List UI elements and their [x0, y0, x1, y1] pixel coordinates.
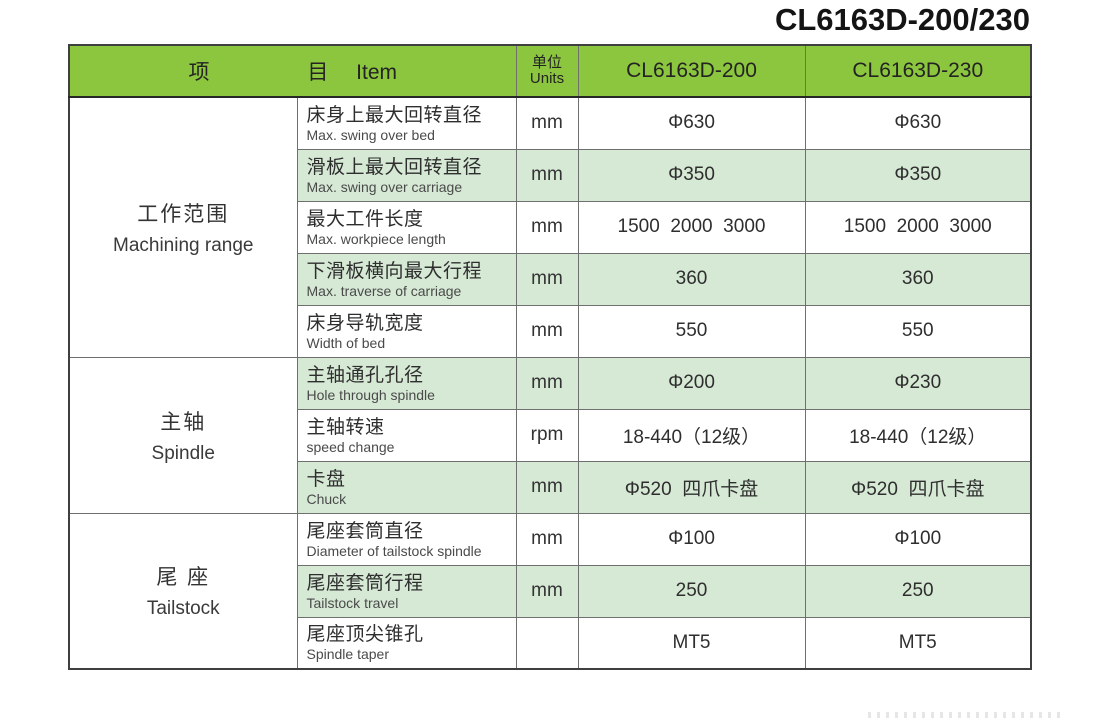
item-cell: 尾座套筒直径 Diameter of tailstock spindle — [296, 512, 517, 566]
header-item: 项 目 Item — [68, 44, 517, 98]
table-row: 滑板上最大回转直径 Max. swing over carriage mm Φ350 Φ… — [69, 148, 1032, 202]
spec-table: 项 目 Item 单位 Units CL6163D-200 CL6163D-23… — [68, 44, 1032, 670]
header-item-en: Item — [356, 61, 398, 84]
value-cell-200: 1500 2000 3000 — [577, 200, 806, 254]
value-cell-230: 18-440（12级） — [804, 408, 1032, 462]
item-cell: 最大工件长度 Max. workpiece length — [296, 200, 517, 254]
unit-cell — [515, 616, 579, 670]
table-body: 工作范围 Machining range 床身上最大回转直径 Max. swing o… — [68, 96, 1032, 670]
value-cell-200: 550 — [577, 304, 806, 358]
cut-off-text-fragment — [868, 712, 1064, 718]
group-label-cn: 工作范围 — [137, 202, 230, 226]
unit-cell: mm — [515, 96, 579, 150]
value-cell-200: 360 — [577, 252, 806, 306]
item-label-cn: 床身上最大回转直径 — [306, 104, 483, 126]
item-label-en: Width of bed — [306, 334, 386, 351]
item-cell: 尾座顶尖锥孔 Spindle taper — [296, 616, 517, 670]
value-cell-230: 550 — [804, 304, 1032, 358]
item-label-cn: 床身导轨宽度 — [306, 312, 424, 334]
item-label-cn: 卡盘 — [306, 468, 346, 490]
value-cell-230: Φ100 — [804, 512, 1032, 566]
value-cell-200: 250 — [577, 564, 806, 618]
value-cell-230: Φ630 — [804, 96, 1032, 150]
item-label-en: Hole through spindle — [306, 386, 435, 403]
group-cell: 工作范围 Machining range — [68, 96, 298, 358]
value-cell-200: Φ520 四爪卡盘 — [577, 460, 806, 514]
header-units-cn: 单位 — [531, 54, 562, 71]
value-cell-230: Φ350 — [804, 148, 1032, 202]
item-label-cn: 主轴通孔孔径 — [306, 364, 424, 386]
item-label-en: Max. swing over bed — [306, 126, 435, 143]
item-label-en: Diameter of tailstock spindle — [306, 542, 482, 559]
header-model-230: CL6163D-230 — [804, 44, 1032, 98]
unit-cell: mm — [515, 512, 579, 566]
group-label-en: Tailstock — [146, 598, 220, 620]
value-cell-200: MT5 — [577, 616, 806, 670]
item-label-en: speed change — [306, 438, 395, 455]
value-cell-230: Φ230 — [804, 356, 1032, 410]
group-cell: 尾 座 Tailstock — [68, 512, 298, 670]
unit-cell: mm — [515, 460, 579, 514]
value-cell-200: Φ630 — [577, 96, 806, 150]
group-label-cn: 主轴 — [160, 410, 207, 434]
table-row: 主轴 Spindle 主轴通孔孔径 Hole through spindle mm Φ20… — [68, 356, 1032, 514]
item-cell: 下滑板横向最大行程 Max. traverse of carriage — [296, 252, 517, 306]
item-cell: 主轴转速 speed change — [296, 408, 517, 462]
item-label-en: Chuck — [306, 490, 347, 507]
unit-cell: mm — [515, 252, 579, 306]
item-label-en: Max. traverse of carriage — [306, 282, 462, 299]
unit-cell: mm — [515, 356, 579, 410]
item-label-cn: 主轴转速 — [306, 416, 385, 438]
unit-cell: mm — [515, 148, 579, 202]
item-label-cn: 尾座顶尖锥孔 — [306, 624, 424, 646]
item-label-cn: 尾座套筒行程 — [306, 572, 424, 594]
header-item-cn2: 目 — [307, 61, 329, 84]
item-cell: 卡盘 Chuck — [296, 460, 517, 514]
item-label-cn: 最大工件长度 — [306, 208, 424, 230]
header-model-200: CL6163D-200 — [577, 44, 806, 98]
item-label-cn: 下滑板横向最大行程 — [306, 260, 483, 282]
item-cell: 床身上最大回转直径 Max. swing over bed — [296, 96, 517, 150]
value-cell-200: Φ100 — [577, 512, 806, 566]
item-label-cn: 尾座套筒直径 — [306, 520, 424, 542]
unit-cell: rpm — [515, 408, 579, 462]
unit-cell: mm — [515, 564, 579, 618]
table-row: 尾座套筒行程 Tailstock travel mm 250 250 — [69, 564, 1032, 618]
group-label-en: Machining range — [113, 234, 254, 256]
item-label-en: Max. workpiece length — [306, 230, 446, 247]
value-cell-230: Φ520 四爪卡盘 — [804, 460, 1032, 514]
header-row: 项 目 Item 单位 Units CL6163D-200 CL6163D-23… — [68, 44, 1032, 98]
item-label-en: Max. swing over carriage — [306, 178, 463, 195]
value-cell-230: 1500 2000 3000 — [804, 200, 1032, 254]
value-cell-230: 360 — [804, 252, 1032, 306]
group-label-cn: 尾 座 — [156, 566, 211, 590]
value-cell-200: Φ200 — [577, 356, 806, 410]
item-cell: 尾座套筒行程 Tailstock travel — [296, 564, 517, 618]
header-units-en: Units — [529, 70, 565, 87]
value-cell-230: 250 — [804, 564, 1032, 618]
page-title: CL6163D-200/230 — [774, 2, 1030, 37]
header-units: 单位 Units — [515, 44, 579, 98]
item-label-cn: 滑板上最大回转直径 — [306, 156, 483, 178]
group-label-en: Spindle — [151, 442, 215, 464]
item-cell: 滑板上最大回转直径 Max. swing over carriage — [296, 148, 517, 202]
table-row: 尾 座 Tailstock 尾座套筒直径 Diameter of tailstock … — [68, 512, 1032, 670]
value-cell-200: 18-440（12级） — [577, 408, 806, 462]
value-cell-230: MT5 — [804, 616, 1032, 670]
item-cell: 床身导轨宽度 Width of bed — [296, 304, 517, 358]
unit-cell: mm — [515, 200, 579, 254]
table-row: 工作范围 Machining range 床身上最大回转直径 Max. swing o… — [68, 96, 1032, 358]
group-cell: 主轴 Spindle — [68, 356, 298, 514]
value-cell-200: Φ350 — [577, 148, 806, 202]
item-label-en: Tailstock travel — [306, 594, 399, 611]
header-item-cn1: 项 — [188, 61, 210, 84]
item-cell: 主轴通孔孔径 Hole through spindle — [296, 356, 517, 410]
unit-cell: mm — [515, 304, 579, 358]
item-label-en: Spindle taper — [306, 646, 390, 663]
